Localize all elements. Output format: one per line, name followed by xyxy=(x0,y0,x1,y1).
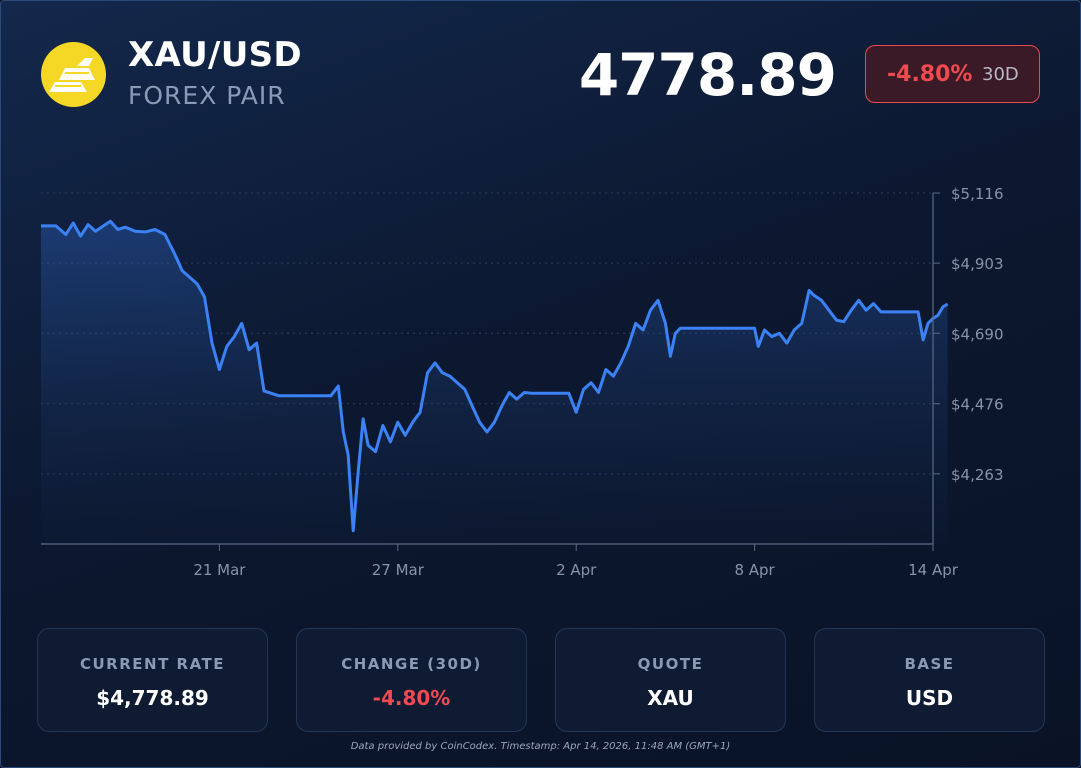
gold-bars-icon xyxy=(41,42,106,107)
x-tick-label: 8 Apr xyxy=(734,561,775,579)
pair-type: FOREX PAIR xyxy=(128,81,286,110)
stat-value: USD xyxy=(905,686,954,710)
footer-attribution: Data provided by CoinCodex. Timestamp: A… xyxy=(350,741,731,752)
change-percent: -4.80% xyxy=(887,62,973,87)
stat-value: -4.80% xyxy=(372,686,451,710)
stat-label: QUOTE xyxy=(637,655,704,673)
stat-value: $4,778.89 xyxy=(96,686,209,710)
stat-card-base: BASE USD xyxy=(814,628,1045,732)
y-tick-label: $4,903 xyxy=(951,255,1004,273)
x-tick-label: 27 Mar xyxy=(372,561,425,579)
price-area xyxy=(41,221,948,545)
x-tick-label: 14 Apr xyxy=(908,561,959,579)
stat-card-change: CHANGE (30D) -4.80% xyxy=(296,628,527,732)
current-price: 4778.89 xyxy=(578,41,837,109)
x-tick-label: 2 Apr xyxy=(556,561,597,579)
stat-label: CURRENT RATE xyxy=(79,655,226,673)
y-tick-label: $4,690 xyxy=(951,325,1004,343)
y-tick-label: $4,476 xyxy=(951,396,1004,414)
stat-card-current-rate: CURRENT RATE $4,778.89 xyxy=(37,628,268,732)
x-tick-label: 21 Mar xyxy=(193,561,246,579)
stat-value: XAU xyxy=(647,686,694,710)
price-line xyxy=(41,219,949,533)
stat-card-quote: QUOTE XAU xyxy=(555,628,786,732)
stat-label: BASE xyxy=(904,655,955,673)
y-tick-label: $5,116 xyxy=(951,185,1004,203)
pair-name: XAU/USD xyxy=(128,35,302,75)
price-chart[interactable]: $5,116 $4,903 $4,690 $4,476 $4,263 21 Mar 27 … xyxy=(1,171,1081,591)
y-tick-label: $4,263 xyxy=(951,466,1004,484)
change-period: 30D xyxy=(982,64,1019,85)
stat-label: CHANGE (30D) xyxy=(341,655,482,673)
change-badge: -4.80% 30D xyxy=(865,45,1040,103)
